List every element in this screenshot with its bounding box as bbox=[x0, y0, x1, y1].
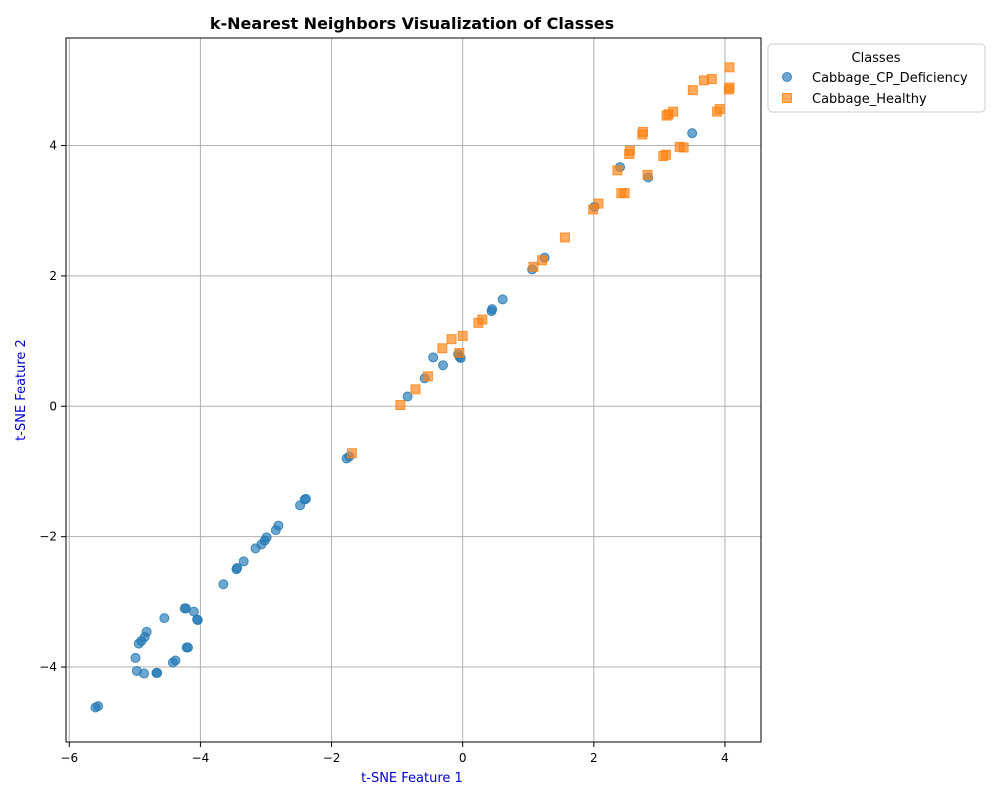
point-cabbage-healthy bbox=[446, 334, 457, 345]
axis-ticks: −6 −4 −2 0 2 4 −4 −2 0 2 4 bbox=[39, 139, 728, 765]
point-cabbage-healthy bbox=[706, 74, 717, 85]
point-cabbage-cp-deficiency bbox=[170, 655, 181, 666]
legend-label-healthy: Cabbage_Healthy bbox=[812, 92, 927, 107]
legend-title: Classes bbox=[852, 51, 901, 66]
point-cabbage-cp-deficiency bbox=[139, 668, 150, 679]
point-cabbage-healthy bbox=[593, 198, 604, 209]
point-cabbage-healthy bbox=[395, 399, 406, 410]
point-cabbage-cp-deficiency bbox=[141, 626, 152, 637]
point-cabbage-cp-deficiency bbox=[159, 613, 170, 624]
point-cabbage-healthy bbox=[714, 104, 725, 115]
point-cabbage-healthy bbox=[454, 347, 465, 358]
point-cabbage-healthy bbox=[624, 145, 635, 156]
y-tick-label: 4 bbox=[49, 139, 57, 153]
point-cabbage-cp-deficiency bbox=[218, 579, 229, 590]
point-cabbage-cp-deficiency bbox=[232, 562, 243, 573]
point-cabbage-cp-deficiency bbox=[300, 493, 311, 504]
grid bbox=[66, 38, 761, 742]
point-cabbage-cp-deficiency bbox=[192, 615, 203, 626]
point-cabbage-healthy bbox=[687, 85, 698, 96]
chart-title: k-Nearest Neighbors Visualization of Cla… bbox=[210, 14, 614, 33]
legend-frame bbox=[767, 43, 986, 113]
point-cabbage-healthy bbox=[528, 261, 539, 272]
x-tick-label: 2 bbox=[590, 751, 598, 765]
point-cabbage-healthy bbox=[678, 142, 689, 153]
point-cabbage-healthy bbox=[724, 82, 735, 93]
point-cabbage-cp-deficiency bbox=[497, 294, 508, 305]
point-cabbage-cp-deficiency bbox=[182, 642, 193, 653]
point-cabbage-healthy bbox=[724, 62, 735, 73]
point-cabbage-healthy bbox=[588, 204, 599, 215]
point-cabbage-healthy bbox=[612, 165, 623, 176]
y-tick-label: 0 bbox=[49, 399, 57, 413]
point-cabbage-cp-deficiency bbox=[428, 352, 439, 363]
point-cabbage-cp-deficiency bbox=[402, 391, 413, 402]
point-cabbage-cp-deficiency bbox=[273, 520, 284, 531]
point-cabbage-healthy bbox=[437, 343, 448, 354]
x-tick-label: −6 bbox=[60, 751, 78, 765]
y-tick-label: 2 bbox=[49, 269, 57, 283]
point-cabbage-cp-deficiency bbox=[238, 556, 249, 567]
plot-frame bbox=[65, 37, 762, 743]
point-cabbage-cp-deficiency bbox=[130, 652, 141, 663]
plot-points bbox=[90, 62, 735, 713]
point-cabbage-healthy bbox=[422, 371, 433, 382]
point-cabbage-cp-deficiency bbox=[261, 532, 272, 543]
x-tick-label: −4 bbox=[192, 751, 210, 765]
legend-label-cp-deficiency: Cabbage_CP_Deficiency bbox=[812, 71, 968, 86]
x-tick-label: 0 bbox=[459, 751, 467, 765]
point-cabbage-healthy bbox=[346, 448, 357, 459]
point-cabbage-healthy bbox=[537, 255, 548, 266]
point-cabbage-healthy bbox=[660, 149, 671, 160]
point-cabbage-cp-deficiency bbox=[93, 701, 104, 712]
point-cabbage-healthy bbox=[619, 188, 630, 199]
point-cabbage-cp-deficiency bbox=[152, 667, 163, 678]
x-tick-label: −2 bbox=[323, 751, 341, 765]
legend: Classes Cabbage_CP_Deficiency Cabbage_He… bbox=[767, 43, 986, 113]
legend-marker-square bbox=[782, 93, 792, 103]
y-tick-label: −4 bbox=[39, 660, 57, 674]
point-cabbage-healthy bbox=[410, 384, 421, 395]
point-cabbage-healthy bbox=[642, 169, 653, 180]
point-cabbage-healthy bbox=[637, 126, 648, 137]
point-cabbage-cp-deficiency bbox=[487, 304, 498, 315]
point-cabbage-healthy bbox=[457, 330, 468, 341]
x-axis-label: t-SNE Feature 1 bbox=[361, 771, 463, 786]
x-tick-label: 4 bbox=[721, 751, 729, 765]
point-cabbage-cp-deficiency bbox=[687, 128, 698, 139]
point-cabbage-healthy bbox=[668, 106, 679, 117]
y-axis-label: t-SNE Feature 2 bbox=[14, 339, 29, 441]
y-tick-label: −2 bbox=[39, 530, 57, 544]
point-cabbage-healthy bbox=[477, 314, 488, 325]
point-cabbage-healthy bbox=[559, 232, 570, 243]
point-cabbage-cp-deficiency bbox=[438, 360, 449, 371]
legend-marker-circle bbox=[782, 72, 792, 82]
